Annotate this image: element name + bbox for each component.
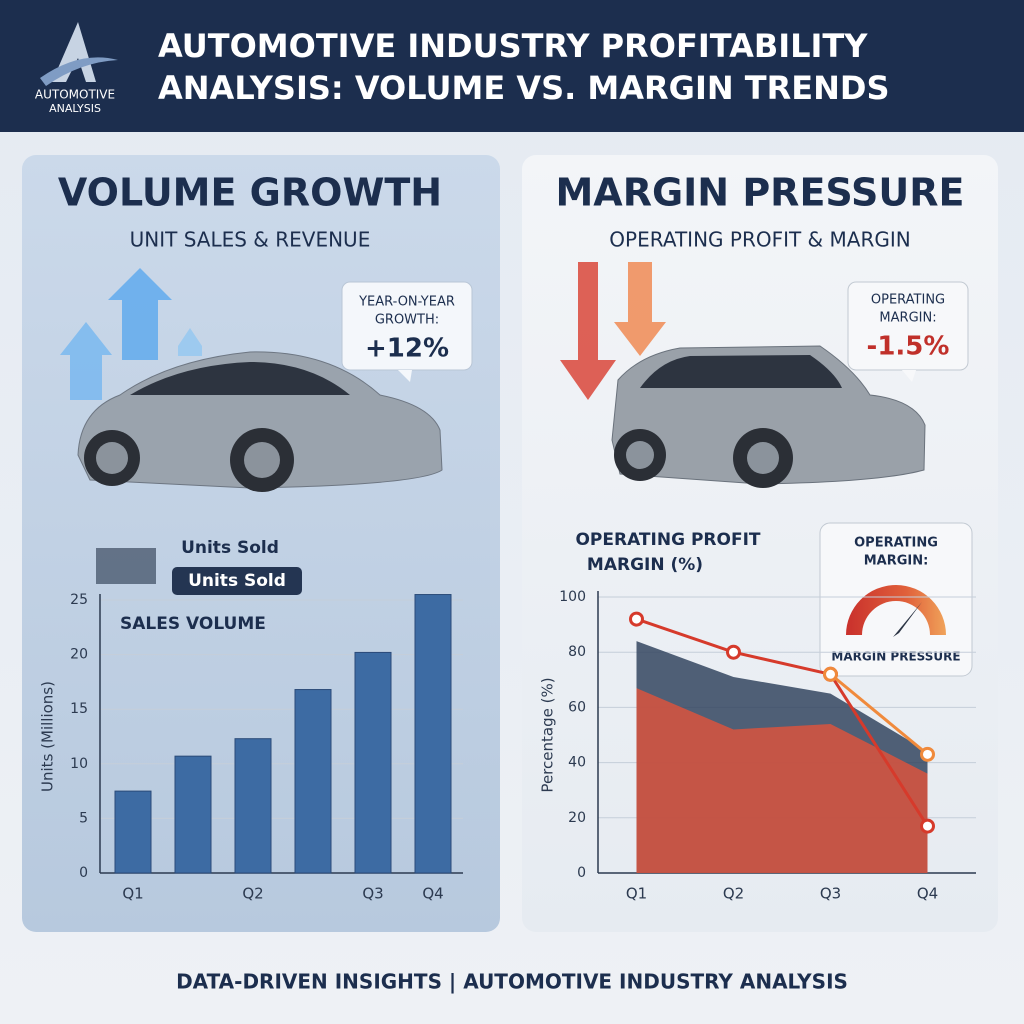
x-tick-label: Q4 xyxy=(917,885,938,903)
logo-swoosh xyxy=(40,57,118,86)
callout-label: MARGIN: xyxy=(879,311,936,326)
y-axis-label: Percentage (%) xyxy=(539,677,557,792)
point xyxy=(920,746,935,762)
panel-title: VOLUME GROWTH xyxy=(58,171,442,215)
y-tick-label: 20 xyxy=(568,810,586,826)
x-tick-label: Q1 xyxy=(626,885,647,903)
bar xyxy=(114,790,152,874)
label-pill xyxy=(172,567,302,595)
logo-text: AUTOMOTIVE xyxy=(35,88,115,102)
bar xyxy=(354,651,392,874)
callout-value: -1.5% xyxy=(867,332,950,362)
callout-pointer xyxy=(398,370,412,382)
suv-window xyxy=(640,355,842,388)
sedan-window xyxy=(130,362,350,395)
logo-text: ANALYSIS xyxy=(49,102,101,115)
rim xyxy=(96,442,128,474)
factory-icon xyxy=(96,548,156,584)
page-title: ANALYSIS: VOLUME VS. MARGIN TRENDS xyxy=(158,69,889,107)
y-tick-label: 0 xyxy=(577,865,586,881)
y-tick-label: 0 xyxy=(79,865,88,881)
y-tick-label: 5 xyxy=(79,810,88,826)
point xyxy=(823,666,838,682)
y-tick-label: 80 xyxy=(568,644,586,660)
y-tick-label: 40 xyxy=(568,755,586,771)
rim xyxy=(626,441,654,469)
gauge-caption: MARGIN PRESSURE xyxy=(831,650,960,664)
y-tick-label: 60 xyxy=(568,699,586,715)
annotation: Units Sold xyxy=(188,571,286,591)
bar xyxy=(414,594,452,874)
point xyxy=(629,611,644,627)
panel-subtitle: OPERATING PROFIT & MARGIN xyxy=(609,228,910,252)
up-arrow xyxy=(60,322,112,400)
x-tick-label: Q3 xyxy=(362,885,383,903)
chart-subtitle: OPERATING PROFIT xyxy=(575,530,760,550)
x-tick-label: Q1 xyxy=(122,885,143,903)
point xyxy=(920,818,935,834)
x-tick-label: Q4 xyxy=(422,885,443,903)
down-arrow xyxy=(614,262,666,356)
x-tick-label: Q3 xyxy=(820,885,841,903)
point xyxy=(726,644,741,660)
footer: DATA-DRIVEN INSIGHTS | AUTOMOTIVE INDUST… xyxy=(176,970,848,994)
panel-title: MARGIN PRESSURE xyxy=(555,171,964,215)
y-tick-label: 15 xyxy=(70,701,88,717)
line xyxy=(636,617,929,827)
callout-label: YEAR-ON-YEAR xyxy=(358,295,455,310)
gauge-needle xyxy=(893,602,922,637)
x-tick-label: Q2 xyxy=(723,885,744,903)
down-arrow xyxy=(560,262,616,400)
area xyxy=(636,688,928,873)
chart-subtitle: MARGIN (%) xyxy=(587,555,703,575)
gauge-label: OPERATING xyxy=(854,536,938,551)
up-arrow xyxy=(178,328,202,356)
up-arrow xyxy=(108,268,172,360)
callout-value: +12% xyxy=(365,334,449,364)
callout-pointer xyxy=(902,370,916,382)
rim xyxy=(747,442,779,474)
callout-label: GROWTH: xyxy=(375,313,439,328)
annotation: SALES VOLUME xyxy=(120,614,266,634)
y-tick-label: 20 xyxy=(70,647,88,663)
rim xyxy=(244,442,280,478)
y-tick-label: 25 xyxy=(70,592,88,608)
line xyxy=(829,673,929,756)
callout-label: OPERATING xyxy=(871,293,945,308)
bar xyxy=(174,755,212,874)
bar xyxy=(234,738,272,874)
panel-subtitle: UNIT SALES & REVENUE xyxy=(130,228,371,252)
gauge-label: MARGIN: xyxy=(864,554,929,569)
bar xyxy=(294,689,332,874)
y-tick-label: 10 xyxy=(70,756,88,772)
y-axis-label: Units (Millions) xyxy=(39,681,57,792)
page-title: AUTOMOTIVE INDUSTRY PROFITABILITY xyxy=(158,27,868,65)
header-bar xyxy=(0,0,1024,132)
annotation: Units Sold xyxy=(181,538,279,558)
x-tick-label: Q2 xyxy=(242,885,263,903)
y-tick-label: 100 xyxy=(559,589,586,605)
